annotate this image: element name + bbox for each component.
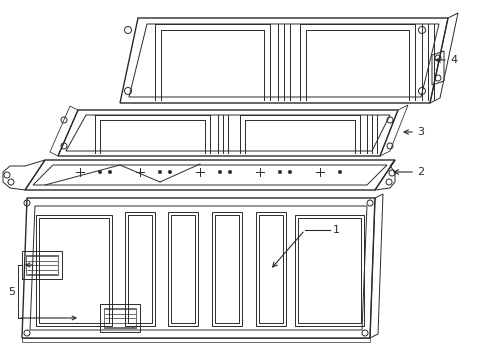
Circle shape xyxy=(158,170,162,174)
Circle shape xyxy=(288,170,292,174)
Text: 4: 4 xyxy=(450,55,457,65)
Circle shape xyxy=(278,170,282,174)
Circle shape xyxy=(338,170,342,174)
Text: 2: 2 xyxy=(417,167,424,177)
Text: 5: 5 xyxy=(8,287,15,297)
Text: 3: 3 xyxy=(417,127,424,137)
Circle shape xyxy=(218,170,222,174)
Circle shape xyxy=(108,170,112,174)
Circle shape xyxy=(228,170,232,174)
Circle shape xyxy=(98,170,102,174)
Circle shape xyxy=(168,170,172,174)
Text: 1: 1 xyxy=(333,225,340,235)
